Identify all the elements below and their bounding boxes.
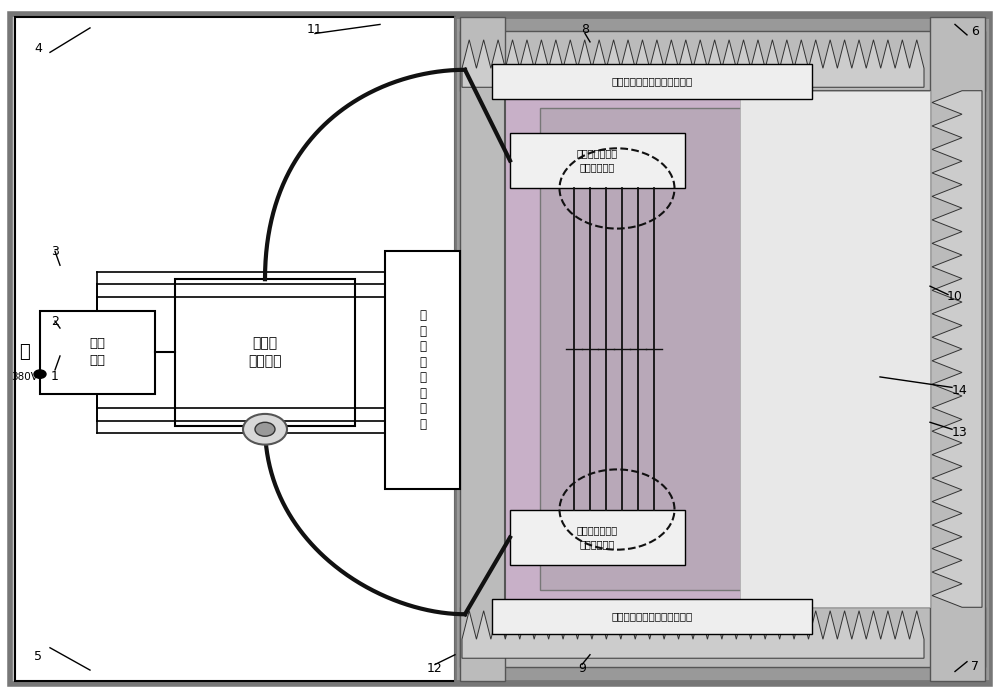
Text: 11: 11 <box>307 23 323 36</box>
Bar <box>740 91 930 607</box>
Bar <box>175 279 355 426</box>
Text: 第一八分裂导线
过渡转换装置: 第一八分裂导线 过渡转换装置 <box>576 149 618 172</box>
Bar <box>492 64 812 99</box>
Bar <box>505 91 930 607</box>
Polygon shape <box>932 91 982 607</box>
Bar <box>510 510 685 565</box>
Bar <box>510 133 685 188</box>
Text: 7: 7 <box>971 660 979 673</box>
Bar <box>40 311 155 394</box>
Polygon shape <box>462 40 924 87</box>
Bar <box>15 17 455 681</box>
Text: 6: 6 <box>971 25 979 38</box>
Text: 5: 5 <box>34 650 42 662</box>
Text: ～: ～ <box>20 343 30 362</box>
Bar <box>930 17 985 681</box>
Text: 2: 2 <box>51 315 59 327</box>
Text: 3: 3 <box>51 245 59 258</box>
Polygon shape <box>462 611 924 658</box>
Bar <box>460 607 985 667</box>
Text: 大电流
发生装置: 大电流 发生装置 <box>248 336 282 369</box>
Text: 4: 4 <box>34 43 42 55</box>
Bar <box>385 251 460 489</box>
Text: 第一分布式受力调节检测装置: 第一分布式受力调节检测装置 <box>611 77 693 87</box>
Bar <box>460 17 505 681</box>
Bar <box>460 31 985 91</box>
Text: 14: 14 <box>952 385 968 397</box>
Text: 覆
冰
融
冰
观
测
装
置: 覆 冰 融 冰 观 测 装 置 <box>420 309 426 431</box>
Bar <box>455 17 990 681</box>
Text: 13: 13 <box>952 426 968 439</box>
Text: 10: 10 <box>947 290 963 303</box>
Text: 8: 8 <box>581 23 589 36</box>
Bar <box>492 599 812 634</box>
Text: 第二八分裂导线
过渡转换装置: 第二八分裂导线 过渡转换装置 <box>576 526 618 549</box>
Circle shape <box>34 370 46 378</box>
Text: 1: 1 <box>51 371 59 383</box>
Circle shape <box>255 422 275 436</box>
Bar <box>540 108 900 590</box>
Text: 12: 12 <box>427 662 443 675</box>
Text: 380V: 380V <box>12 372 38 382</box>
Text: 第二分布式受力调节检测装置: 第二分布式受力调节检测装置 <box>611 611 693 621</box>
Text: 总控
装置: 总控 装置 <box>89 338 105 367</box>
Circle shape <box>243 414 287 445</box>
Text: 9: 9 <box>578 662 586 675</box>
